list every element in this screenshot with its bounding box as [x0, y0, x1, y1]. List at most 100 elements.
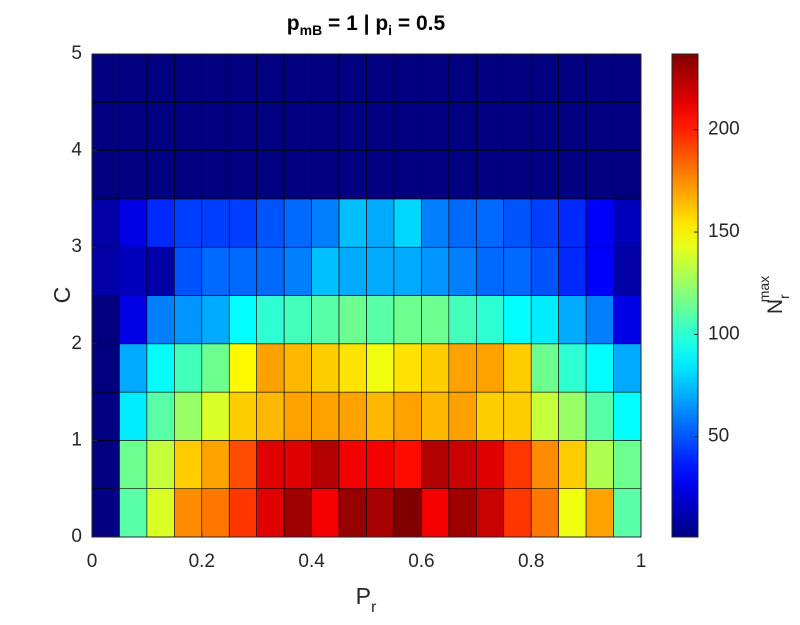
plot-frame	[91, 53, 642, 538]
heat-cell	[421, 343, 450, 393]
heat-cell	[448, 53, 477, 103]
heat-cell	[311, 150, 340, 200]
heat-cell	[338, 102, 367, 151]
heat-cell	[91, 198, 120, 248]
heat-cell	[91, 391, 120, 441]
heat-cell	[283, 440, 312, 489]
heat-cell	[283, 295, 312, 345]
x-tick-label: 0.6	[408, 551, 434, 572]
heat-cell	[448, 102, 477, 151]
heat-cell	[338, 488, 367, 538]
heat-cell	[613, 391, 642, 441]
heat-cell	[530, 198, 559, 248]
y-tick-label: 2	[71, 333, 82, 354]
heat-cell	[613, 102, 642, 151]
heat-cell	[174, 102, 203, 151]
chart-title: pmB = 1 | pi = 0.5	[287, 12, 446, 38]
heat-cell	[256, 295, 285, 345]
heat-cell	[201, 295, 230, 345]
heat-cell	[530, 343, 559, 393]
heat-cell	[393, 391, 422, 441]
heat-cell	[613, 246, 642, 296]
heat-cell	[558, 246, 587, 296]
heat-cell	[448, 295, 477, 345]
heat-cell	[613, 440, 642, 489]
heat-cell	[91, 246, 120, 296]
heat-cell	[366, 488, 395, 538]
heat-cell	[228, 440, 258, 489]
x-tick-label: 0.4	[298, 551, 325, 572]
heat-cell	[146, 102, 175, 151]
heat-cell	[366, 391, 395, 441]
heat-cell	[174, 295, 203, 345]
heat-cell	[201, 102, 230, 151]
y-tick-label: 4	[71, 140, 82, 161]
heat-cell	[119, 440, 148, 489]
heat-cell	[201, 53, 230, 103]
heat-cell	[146, 440, 175, 489]
heat-cell	[256, 488, 285, 538]
heat-cell	[558, 102, 587, 151]
heat-cell	[201, 246, 230, 296]
heat-cell	[448, 488, 477, 538]
heat-cell	[201, 488, 230, 538]
heat-cell	[393, 343, 422, 393]
heat-cell	[201, 391, 230, 441]
heat-cell	[256, 102, 285, 151]
heat-cell	[146, 488, 175, 538]
heat-cell	[283, 198, 312, 248]
heat-cell	[146, 343, 175, 393]
colorbar-tick-label: 200	[708, 119, 740, 140]
heat-cell	[585, 53, 614, 103]
heat-cell	[530, 391, 559, 441]
heat-cell	[174, 488, 203, 538]
heat-cell	[558, 198, 587, 248]
heat-cell	[585, 440, 614, 489]
heat-cell	[174, 198, 203, 248]
heat-cell	[338, 150, 367, 200]
heat-cell	[366, 150, 395, 200]
colorbar-label-part: N	[764, 299, 787, 314]
heat-cell	[613, 488, 642, 538]
heat-cell	[311, 488, 340, 538]
heat-cell	[530, 295, 559, 345]
heat-cell	[91, 295, 120, 345]
heat-cell	[393, 53, 422, 103]
x-axis-label: Pr	[356, 583, 377, 616]
x-tick-label: 0	[87, 551, 98, 572]
heat-cell	[558, 391, 587, 441]
heat-cell	[174, 150, 203, 200]
heat-cell	[311, 102, 340, 151]
heat-cell	[530, 53, 559, 103]
heat-cell	[228, 246, 258, 296]
heat-cell	[448, 343, 477, 393]
heat-cell	[256, 53, 285, 103]
heat-cell	[503, 343, 532, 393]
heat-cell	[448, 391, 477, 441]
heat-cell	[558, 53, 587, 103]
heat-cell	[256, 198, 285, 248]
heat-cell	[283, 391, 312, 441]
heat-cell	[283, 102, 312, 151]
heat-cell	[119, 488, 148, 538]
heat-cell	[228, 198, 258, 248]
heat-cell	[475, 391, 505, 441]
heat-cell	[503, 488, 532, 538]
heat-cell	[338, 440, 367, 489]
heat-cell	[421, 295, 450, 345]
heat-cell	[311, 53, 340, 103]
heat-cell	[558, 295, 587, 345]
heat-cell	[283, 246, 312, 296]
heat-cell	[366, 295, 395, 345]
chart-title-part: i	[388, 22, 392, 38]
heat-cell	[585, 150, 614, 200]
heat-cell	[530, 102, 559, 151]
heat-cell	[558, 440, 587, 489]
heat-cell	[119, 53, 148, 103]
heat-cell	[613, 150, 642, 200]
heat-cell	[613, 343, 642, 393]
heat-cell	[503, 246, 532, 296]
heat-cell	[283, 150, 312, 200]
x-axis-label-part: r	[371, 599, 377, 616]
